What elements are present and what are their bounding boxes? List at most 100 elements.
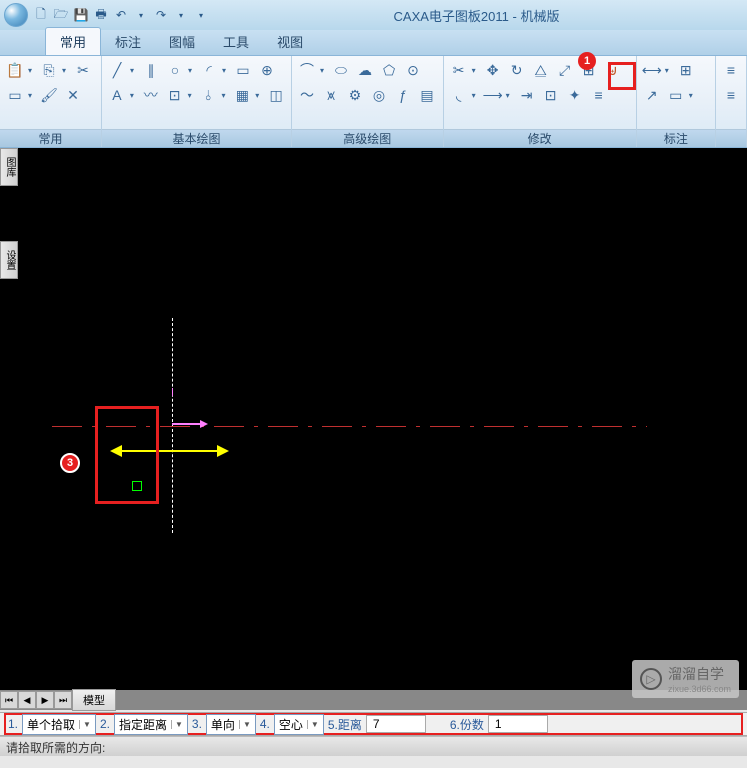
dd-icon[interactable]: ▾ bbox=[506, 91, 514, 100]
more2-icon[interactable]: ≡ bbox=[720, 84, 742, 106]
mirror-icon[interactable]: ⧋ bbox=[530, 59, 552, 81]
rect-icon[interactable]: ▭ bbox=[232, 59, 254, 81]
stretch-icon[interactable]: ⇥ bbox=[516, 84, 538, 106]
sheet-tab-model[interactable]: 模型 bbox=[72, 689, 116, 711]
print-icon[interactable]: 🖶 bbox=[92, 6, 110, 24]
callout-box-1 bbox=[608, 62, 636, 90]
breakpt-icon[interactable]: ⊡ bbox=[540, 84, 562, 106]
dd-icon[interactable]: ▾ bbox=[188, 66, 196, 75]
undo-icon[interactable]: ↶ bbox=[112, 6, 130, 24]
dim-icon[interactable]: ⟷ bbox=[641, 59, 663, 81]
redo-dd-icon[interactable]: ▾ bbox=[172, 6, 190, 24]
dd-icon[interactable]: ▾ bbox=[130, 66, 138, 75]
tab-annotate[interactable]: 标注 bbox=[101, 28, 155, 55]
arc-icon[interactable]: ◜ bbox=[198, 59, 220, 81]
hole-icon[interactable]: ◎ bbox=[368, 84, 390, 106]
undo-dd-icon[interactable]: ▾ bbox=[132, 6, 150, 24]
sheet-first-icon[interactable]: ⏮ bbox=[0, 691, 18, 709]
opt1-select[interactable]: 单个拾取▼ bbox=[22, 714, 96, 735]
explode-icon[interactable]: ✦ bbox=[564, 84, 586, 106]
point-icon[interactable]: ⊙ bbox=[402, 59, 424, 81]
trim-icon[interactable]: ✂ bbox=[448, 59, 470, 81]
copy-icon[interactable]: ⎘ bbox=[38, 59, 60, 81]
opt3-select[interactable]: 单向▼ bbox=[206, 714, 256, 735]
formula-icon[interactable]: ƒ bbox=[392, 84, 414, 106]
delete-icon[interactable]: ✕ bbox=[62, 84, 84, 106]
opt6-input[interactable]: 1 bbox=[488, 715, 548, 733]
sheet-prev-icon[interactable]: ◀ bbox=[18, 691, 36, 709]
tab-view[interactable]: 视图 bbox=[263, 28, 317, 55]
dd-icon[interactable]: ▾ bbox=[222, 66, 230, 75]
zigzag-icon[interactable]: ⩙ bbox=[320, 84, 342, 106]
dd-icon[interactable]: ▾ bbox=[188, 91, 196, 100]
qat-custom-icon[interactable]: ▾ bbox=[192, 6, 210, 24]
dd-icon[interactable]: ▾ bbox=[221, 91, 229, 100]
app-icon[interactable] bbox=[4, 3, 28, 27]
leader-icon[interactable]: ↗ bbox=[641, 84, 663, 106]
opt4-num: 4. bbox=[260, 717, 270, 731]
cloud-icon[interactable]: ☁ bbox=[354, 59, 376, 81]
scale-icon[interactable]: ⤢ bbox=[554, 59, 576, 81]
sheet-last-icon[interactable]: ⏭ bbox=[54, 691, 72, 709]
watermark-name: 溜溜自学 bbox=[668, 664, 731, 684]
fillet-icon[interactable]: ◟ bbox=[448, 84, 470, 106]
sheet-next-icon[interactable]: ▶ bbox=[36, 691, 54, 709]
opt2-select[interactable]: 指定距离▼ bbox=[114, 714, 188, 735]
hatch-icon[interactable]: ▦ bbox=[231, 84, 253, 106]
propmatch-icon[interactable]: 🖌 bbox=[38, 84, 60, 106]
tab-tools[interactable]: 工具 bbox=[209, 28, 263, 55]
tab-sheet[interactable]: 图幅 bbox=[155, 28, 209, 55]
tolerance-icon[interactable]: ▭ bbox=[665, 84, 687, 106]
parallel-icon[interactable]: ∥ bbox=[140, 59, 162, 81]
dd-icon[interactable]: ▾ bbox=[28, 66, 36, 75]
block-icon[interactable]: ◫ bbox=[265, 84, 287, 106]
dd-icon[interactable]: ▾ bbox=[130, 91, 138, 100]
drawing-canvas[interactable]: 3 bbox=[22, 148, 747, 690]
paste-icon[interactable]: 📋 bbox=[4, 59, 26, 81]
opt5-input[interactable]: 7 bbox=[366, 715, 426, 733]
dd-icon[interactable]: ▾ bbox=[62, 66, 70, 75]
command-options-bar: 1. 单个拾取▼ 2. 指定距离▼ 3. 单向▼ 4. 空心▼ 5.距离 7 6… bbox=[0, 712, 747, 736]
rotate-icon[interactable]: ↻ bbox=[506, 59, 528, 81]
centerline-icon[interactable]: ⊕ bbox=[256, 59, 278, 81]
wave-icon[interactable]: 〜 bbox=[296, 84, 318, 106]
line-icon[interactable]: ╱ bbox=[106, 59, 128, 81]
dimstyle-icon[interactable]: ⊞ bbox=[675, 59, 697, 81]
align-icon[interactable]: ≡ bbox=[588, 84, 610, 106]
callout-box-3 bbox=[95, 406, 159, 504]
panel-label-dim: 标注 bbox=[637, 129, 715, 147]
construct-icon[interactable]: ⊡ bbox=[164, 84, 186, 106]
open-icon[interactable]: 🗁 bbox=[52, 6, 70, 24]
side-tab-2[interactable]: 设置 bbox=[0, 241, 18, 279]
dd-icon[interactable]: ▾ bbox=[665, 66, 673, 75]
pline-icon[interactable]: ⌒ bbox=[296, 59, 318, 81]
circle-icon[interactable]: ○ bbox=[164, 59, 186, 81]
cursor-cross bbox=[172, 388, 173, 396]
callout-badge-1: 1 bbox=[578, 52, 596, 70]
text-icon[interactable]: A bbox=[106, 84, 128, 106]
dd-icon[interactable]: ▾ bbox=[28, 91, 36, 100]
dd-icon[interactable]: ▾ bbox=[472, 66, 480, 75]
dd-icon[interactable]: ▾ bbox=[255, 91, 263, 100]
side-tab-1[interactable]: 图库 bbox=[0, 148, 18, 186]
opt4-select[interactable]: 空心▼ bbox=[274, 714, 324, 735]
more-icon[interactable]: ≡ bbox=[720, 59, 742, 81]
dd-icon[interactable]: ▾ bbox=[320, 66, 328, 75]
dd-icon[interactable]: ▾ bbox=[689, 91, 697, 100]
polygon-icon[interactable]: ⬠ bbox=[378, 59, 400, 81]
extend-icon[interactable]: ⟶ bbox=[482, 84, 504, 106]
redo-icon[interactable]: ↷ bbox=[152, 6, 170, 24]
move-icon[interactable]: ✥ bbox=[482, 59, 504, 81]
cut-icon[interactable]: ✂ bbox=[72, 59, 94, 81]
tab-common[interactable]: 常用 bbox=[45, 27, 101, 55]
save-icon[interactable]: 💾 bbox=[72, 6, 90, 24]
panel-label-draw: 基本绘图 bbox=[102, 129, 291, 147]
gear-icon[interactable]: ⚙ bbox=[344, 84, 366, 106]
spline-icon[interactable]: 〰 bbox=[140, 84, 162, 106]
new-icon[interactable]: 🗋 bbox=[32, 6, 50, 24]
break-icon[interactable]: ⫰ bbox=[198, 84, 220, 106]
ellipse-icon[interactable]: ⬭ bbox=[330, 59, 352, 81]
table-icon[interactable]: ▤ bbox=[416, 84, 438, 106]
dd-icon[interactable]: ▾ bbox=[472, 91, 480, 100]
select-icon[interactable]: ▭ bbox=[4, 84, 26, 106]
